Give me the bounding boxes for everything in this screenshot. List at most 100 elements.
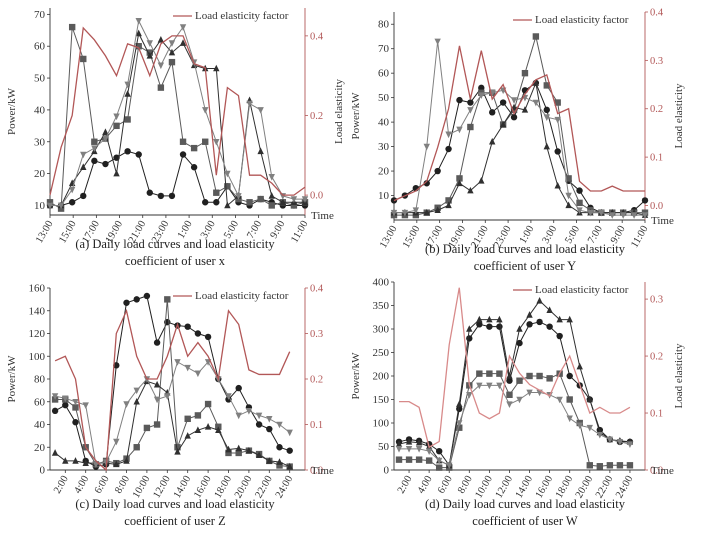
data-point-triangle-down bbox=[257, 107, 264, 114]
y-tick-label: 20 bbox=[378, 166, 390, 178]
data-point-triangle bbox=[466, 325, 473, 332]
data-point-square bbox=[566, 396, 573, 403]
data-point-triangle-down bbox=[213, 138, 220, 146]
series-line-circle bbox=[54, 295, 290, 468]
data-point-square bbox=[213, 189, 220, 196]
data-point-triangle bbox=[476, 315, 483, 323]
data-point-triangle-down bbox=[268, 173, 275, 181]
data-point-circle bbox=[146, 189, 153, 196]
data-point-square bbox=[80, 55, 87, 63]
y2-tick-label: 0.0 bbox=[650, 201, 663, 212]
y-tick-label: 0 bbox=[384, 465, 390, 477]
data-point-square bbox=[168, 58, 176, 66]
panel-c: 0 20 40 60 80 100 120 140 160 0.0 0.1 0.2 0.3 0.4 2:00… bbox=[6, 283, 334, 529]
data-point-square bbox=[395, 456, 403, 463]
data-point-circle bbox=[456, 405, 463, 413]
data-point-triangle-down bbox=[72, 398, 79, 406]
series-line-elasticity bbox=[399, 287, 631, 449]
series-line-triangle-down bbox=[394, 41, 645, 216]
data-point-triangle bbox=[405, 438, 413, 445]
data-point-triangle bbox=[467, 186, 474, 194]
data-point-triangle bbox=[268, 192, 275, 199]
data-point-triangle bbox=[62, 457, 69, 464]
data-point-triangle bbox=[456, 179, 463, 187]
data-point-square bbox=[91, 138, 98, 145]
series-line-triangle-down bbox=[54, 361, 291, 465]
data-point-triangle-down bbox=[532, 99, 540, 107]
data-point-square bbox=[586, 462, 593, 469]
data-point-triangle bbox=[445, 201, 452, 209]
y-tick-label: 20 bbox=[34, 442, 46, 454]
data-point-triangle-down bbox=[478, 92, 485, 99]
data-point-triangle-down bbox=[46, 202, 54, 210]
y-tick-label: 30 bbox=[378, 141, 390, 153]
data-point-square bbox=[526, 372, 533, 380]
data-point-triangle-down bbox=[586, 424, 593, 432]
data-point-triangle-down bbox=[526, 389, 533, 397]
data-point-triangle-down bbox=[113, 438, 120, 446]
data-point-triangle-down bbox=[616, 439, 624, 446]
y2-tick-label: 0.2 bbox=[310, 375, 323, 386]
data-point-triangle-down bbox=[395, 446, 403, 453]
y2-tick-label: 0.3 bbox=[650, 295, 663, 306]
data-point-triangle bbox=[133, 397, 140, 405]
y-tick-label: 300 bbox=[373, 324, 390, 336]
data-point-circle bbox=[506, 377, 513, 384]
caption-line-2: coefficient of user Z bbox=[124, 514, 225, 528]
data-point-square bbox=[143, 424, 151, 432]
data-point-triangle-down bbox=[496, 382, 503, 390]
data-point-triangle bbox=[496, 315, 503, 323]
data-point-triangle-down bbox=[587, 209, 594, 217]
y2-tick-label: 0.4 bbox=[650, 8, 664, 19]
data-point-triangle-down bbox=[146, 40, 153, 47]
data-point-circle bbox=[51, 407, 59, 415]
data-point-triangle bbox=[224, 201, 231, 209]
data-point-circle bbox=[102, 160, 109, 168]
y2-tick-label: 0.2 bbox=[650, 104, 663, 115]
data-point-triangle-down bbox=[246, 100, 253, 108]
data-point-triangle-down bbox=[276, 421, 283, 429]
y-tick-label: 50 bbox=[34, 73, 46, 85]
data-point-circle bbox=[576, 187, 583, 194]
data-point-triangle-down bbox=[609, 212, 616, 219]
data-point-circle bbox=[516, 339, 523, 347]
data-point-triangle bbox=[213, 64, 220, 72]
legend-label: Load elasticity factor bbox=[195, 290, 289, 302]
data-point-square bbox=[435, 464, 443, 471]
data-point-square bbox=[415, 456, 423, 463]
caption-line-2: coefficient of user W bbox=[472, 514, 578, 528]
data-point-triangle bbox=[521, 106, 529, 113]
data-point-triangle-down bbox=[235, 412, 242, 420]
data-point-circle bbox=[445, 145, 452, 153]
data-point-triangle-down bbox=[556, 396, 563, 404]
data-point-triangle bbox=[113, 169, 120, 177]
series-line-elasticity bbox=[393, 45, 645, 202]
data-point-triangle-down bbox=[435, 457, 443, 465]
data-point-triangle-down bbox=[626, 441, 634, 448]
data-point-triangle-down bbox=[266, 416, 273, 423]
y-axis-label: Power/kW bbox=[350, 92, 362, 140]
data-point-triangle-down bbox=[576, 422, 583, 430]
data-point-square bbox=[486, 370, 493, 377]
data-point-circle bbox=[255, 421, 263, 428]
data-point-triangle bbox=[423, 208, 430, 216]
legend-label: Load elasticity factor bbox=[195, 10, 289, 22]
y-tick-label: 250 bbox=[373, 347, 390, 359]
data-point-square bbox=[257, 195, 264, 203]
y-tick-label: 60 bbox=[34, 41, 46, 53]
x-tick-label: 11:00 bbox=[289, 219, 310, 245]
data-point-triangle-down bbox=[506, 401, 513, 408]
y-tick-label: 50 bbox=[378, 441, 390, 453]
y2-tick-label: 0.2 bbox=[650, 352, 663, 363]
data-point-triangle bbox=[526, 311, 533, 318]
data-point-square bbox=[204, 400, 212, 408]
data-point-triangle bbox=[225, 445, 232, 453]
data-point-triangle-down bbox=[446, 462, 453, 470]
y-tick-label: 40 bbox=[378, 117, 390, 129]
data-point-triangle-down bbox=[194, 370, 202, 378]
data-point-circle bbox=[213, 199, 220, 206]
panel-d: 0 50 100 150 200 250 300 350 400 0.0 0.1 0.2 0.3 2:00… bbox=[350, 277, 685, 529]
data-point-square bbox=[194, 412, 202, 419]
caption-line-1: (b) Daily load curves and load elasticit… bbox=[425, 242, 626, 256]
data-point-triangle bbox=[153, 380, 161, 388]
